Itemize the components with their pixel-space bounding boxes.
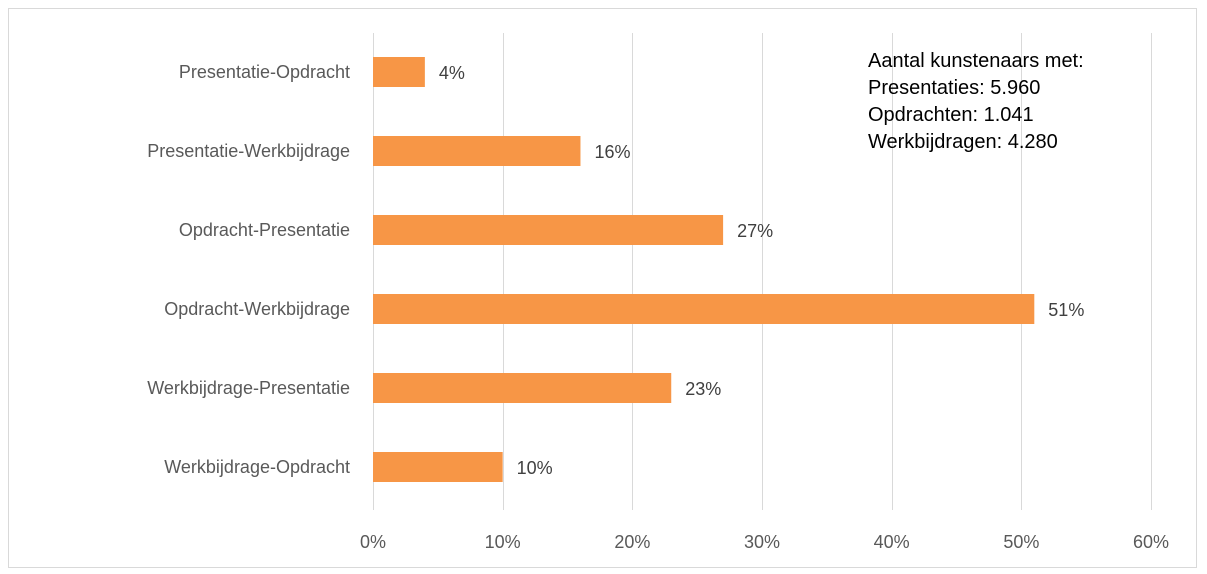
data-label: 10% [517, 458, 553, 478]
data-label: 16% [594, 142, 630, 162]
data-label: 51% [1048, 300, 1084, 320]
bar [373, 215, 724, 245]
bar [373, 294, 1035, 324]
category-label: Presentatie-Werkbijdrage [147, 141, 350, 161]
chart-frame [8, 8, 1197, 568]
bar [373, 57, 425, 87]
annotation-line-1: Aantal kunstenaars met: [868, 50, 1084, 72]
x-tick-label: 30% [744, 532, 780, 552]
category-label: Opdracht-Werkbijdrage [164, 299, 350, 319]
category-label: Werkbijdrage-Presentatie [147, 378, 350, 398]
annotation-line-2: Presentaties: 5.960 [868, 77, 1041, 99]
bar [373, 373, 672, 403]
data-label: 23% [685, 379, 721, 399]
data-label: 4% [439, 63, 465, 83]
data-label: 27% [737, 221, 773, 241]
category-label: Presentatie-Opdracht [179, 62, 350, 82]
x-tick-label: 0% [360, 532, 386, 552]
x-tick-label: 50% [1003, 532, 1039, 552]
bars [373, 57, 1035, 482]
gridlines [373, 33, 1152, 510]
category-label: Opdracht-Presentatie [179, 220, 350, 240]
bar [373, 136, 581, 166]
annotation-line-4: Werkbijdragen: 4.280 [868, 131, 1058, 153]
x-tick-label: 40% [874, 532, 910, 552]
category-labels: Presentatie-Opdracht Presentatie-Werkbijd… [147, 62, 350, 477]
x-axis-tick-labels: 0% 10% 20% 30% 40% 50% 60% [360, 532, 1169, 552]
x-tick-label: 10% [485, 532, 521, 552]
annotation-box: Aantal kunstenaars met: Presentaties: 5.… [868, 48, 1084, 156]
bar [373, 452, 503, 482]
data-labels: 4% 16% 27% 51% 23% 10% [439, 63, 1084, 478]
category-label: Werkbijdrage-Opdracht [164, 457, 350, 477]
x-tick-label: 60% [1133, 532, 1169, 552]
x-tick-label: 20% [614, 532, 650, 552]
annotation-line-3: Opdrachten: 1.041 [868, 104, 1034, 126]
